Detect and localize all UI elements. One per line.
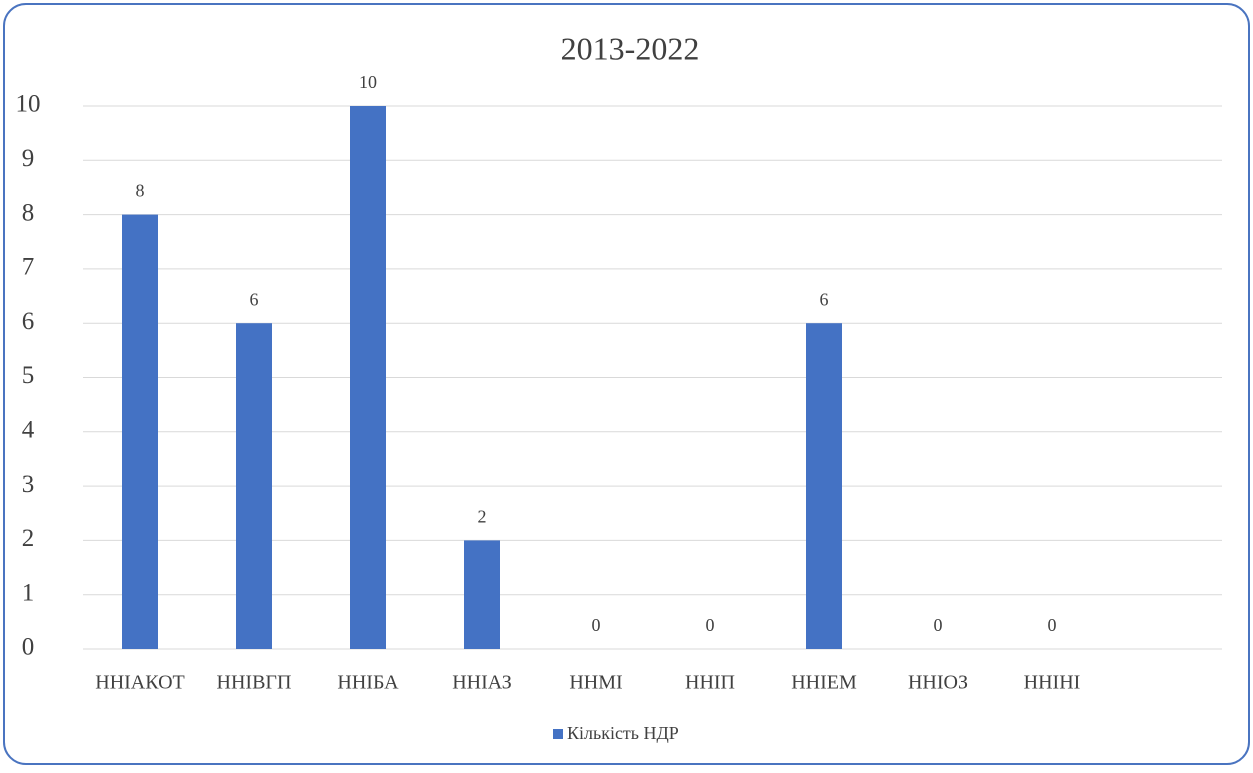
data-label: 10 bbox=[359, 72, 377, 92]
x-tick-label: ННІОЗ bbox=[908, 672, 968, 694]
data-label: 0 bbox=[706, 615, 715, 635]
x-tick-label: ННІЕМ bbox=[791, 672, 857, 694]
y-tick-label: 6 bbox=[22, 308, 35, 335]
y-tick-label: 7 bbox=[22, 254, 35, 281]
x-tick-label: ННІБА bbox=[337, 672, 399, 694]
bar bbox=[350, 106, 386, 649]
y-tick-label: 3 bbox=[22, 471, 35, 498]
data-label: 0 bbox=[1048, 615, 1057, 635]
x-tick-label: ННІАКОТ bbox=[95, 672, 185, 694]
x-tick-label: ННІП bbox=[685, 672, 735, 694]
y-tick-label: 8 bbox=[22, 199, 35, 226]
chart-title: 2013-2022 bbox=[561, 30, 700, 66]
x-tick-label: ННМІ bbox=[569, 672, 622, 694]
chart-border bbox=[3, 3, 1250, 765]
data-label: 0 bbox=[592, 615, 601, 635]
bar bbox=[464, 540, 500, 649]
data-label: 6 bbox=[250, 289, 259, 309]
legend-label: Кількість НДР bbox=[567, 723, 679, 743]
data-label: 8 bbox=[136, 181, 145, 201]
data-label: 0 bbox=[934, 615, 943, 635]
y-tick-label: 10 bbox=[16, 91, 41, 118]
bar bbox=[806, 323, 842, 649]
y-tick-label: 0 bbox=[22, 634, 35, 661]
data-label: 2 bbox=[478, 507, 487, 527]
data-label: 6 bbox=[820, 289, 829, 309]
x-tick-label: ННІВГП bbox=[217, 672, 292, 694]
x-tick-label: ННІНІ bbox=[1024, 672, 1081, 694]
legend-swatch bbox=[553, 729, 563, 739]
y-tick-label: 1 bbox=[22, 579, 35, 606]
y-tick-label: 9 bbox=[22, 145, 35, 172]
y-tick-label: 4 bbox=[22, 417, 35, 444]
bar bbox=[236, 323, 272, 649]
x-tick-label: ННІАЗ bbox=[452, 672, 512, 694]
y-tick-label: 2 bbox=[22, 525, 35, 552]
y-tick-label: 5 bbox=[22, 362, 35, 389]
bar bbox=[122, 214, 158, 649]
